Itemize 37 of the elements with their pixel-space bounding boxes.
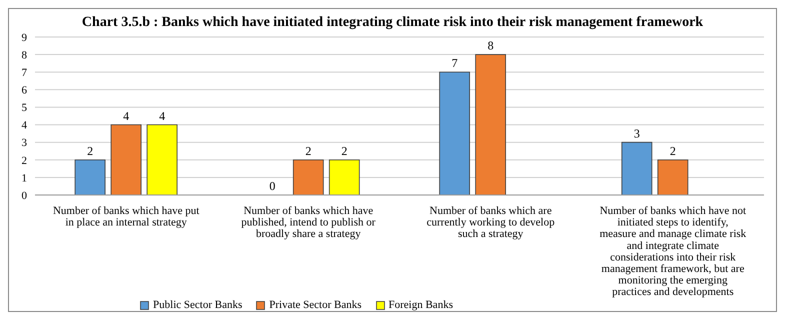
bar: [475, 54, 506, 195]
data-label: 4: [123, 108, 130, 123]
y-tick-label: 3: [22, 137, 28, 150]
bar: [110, 124, 142, 195]
bar: [74, 159, 106, 195]
y-tick-label: 6: [22, 84, 28, 97]
data-label: 2: [670, 144, 676, 158]
data-label: 2: [341, 144, 348, 158]
x-tick-label: Number of banks which have not initiated steps to identify, measure and manage climate risk and integrate climate considerations into their risk management framework, but are monitoring the emerging practices and developments: [600, 205, 747, 298]
y-tick-label: 9: [22, 32, 28, 44]
bar: [146, 124, 178, 195]
x-tick-label: Number of banks which have put in place an internal strategy: [52, 205, 200, 229]
bar: [328, 159, 360, 195]
data-label: 2: [87, 144, 94, 158]
data-label: 7: [452, 56, 458, 70]
data-label: 3: [634, 126, 640, 140]
y-tick-label: 7: [22, 67, 28, 80]
data-label: 4: [159, 108, 166, 123]
bar: [621, 142, 652, 195]
x-tick-label: Number of banks which have published, intend to publish or broadly share a strategy: [241, 205, 376, 240]
bar: [657, 159, 688, 195]
y-tick-label: 2: [22, 154, 27, 167]
chart-title: Chart 3.5.b : Banks which have initiated integrating climate risk into their risk management framework: [80, 15, 704, 32]
legend-label: Public Sector Banks: [153, 299, 242, 311]
y-tick-label: 8: [22, 49, 28, 62]
y-tick-label: 5: [22, 102, 28, 114]
x-tick-label: Number of banks which are currently working to develop such a strategy: [426, 205, 556, 240]
y-tick-label: 4: [22, 120, 28, 132]
data-label: 2: [305, 144, 312, 158]
bar: [439, 72, 470, 195]
data-label: 0: [269, 179, 276, 193]
bar: [292, 159, 324, 195]
y-tick-label: 1: [22, 172, 27, 184]
data-label: 8: [488, 38, 494, 53]
y-tick-label: 0: [22, 190, 28, 202]
legend-label: Private Sector Banks: [269, 299, 362, 311]
legend-label: Foreign Banks: [388, 299, 453, 311]
